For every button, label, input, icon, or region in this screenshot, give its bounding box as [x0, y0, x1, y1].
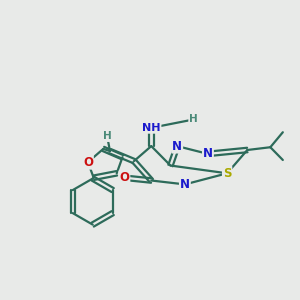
- Text: N: N: [172, 140, 182, 153]
- Text: H: H: [103, 131, 112, 141]
- Text: O: O: [83, 156, 93, 169]
- Text: O: O: [119, 171, 129, 184]
- Text: S: S: [223, 167, 231, 180]
- Text: NH: NH: [142, 123, 161, 133]
- Text: N: N: [180, 178, 190, 191]
- Text: H: H: [189, 115, 198, 124]
- Text: N: N: [203, 147, 213, 161]
